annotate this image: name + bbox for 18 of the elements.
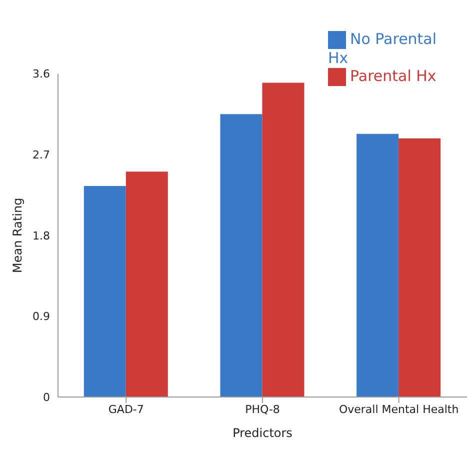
x-tick-label: GAD-7 bbox=[108, 402, 144, 416]
y-tick-label: 3.6 bbox=[32, 68, 50, 81]
x-axis-title: Predictors bbox=[232, 426, 292, 440]
y-tick-label: 0 bbox=[43, 390, 50, 404]
x-tick-label: Overall Mental Health bbox=[338, 402, 459, 416]
y-axis-title: Mean Rating bbox=[10, 198, 24, 273]
bar bbox=[262, 82, 304, 397]
y-tick-label: 0.9 bbox=[32, 310, 50, 324]
x-tick-label: PHQ-8 bbox=[245, 402, 280, 416]
bar bbox=[84, 186, 126, 397]
y-tick-label: 1.8 bbox=[32, 229, 50, 242]
legend-label: Parental Hx bbox=[350, 66, 436, 85]
bar bbox=[356, 134, 399, 397]
bar bbox=[126, 172, 168, 397]
legend-label: No Parental Hx bbox=[328, 30, 437, 67]
bar bbox=[398, 138, 441, 397]
bar bbox=[220, 114, 262, 397]
y-tick-label: 2.7 bbox=[32, 148, 50, 162]
